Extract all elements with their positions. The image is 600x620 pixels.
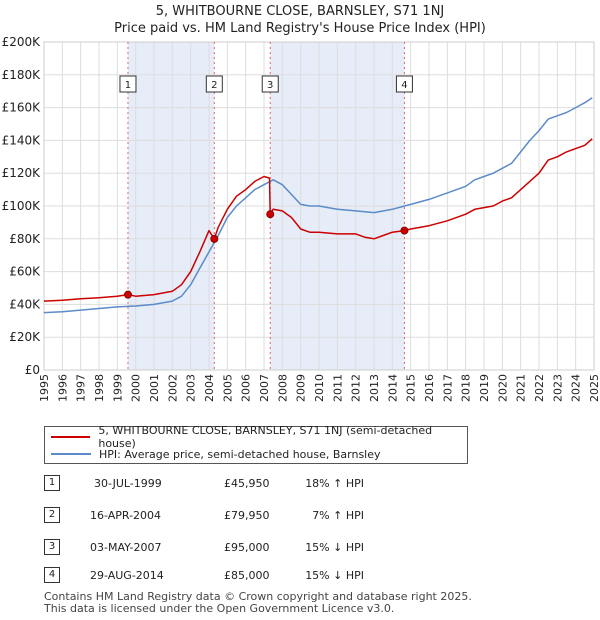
legend-swatch-property bbox=[51, 436, 91, 438]
x-tick-label: 2021 bbox=[515, 374, 528, 402]
sale-point bbox=[123, 290, 132, 299]
x-tick-label: 2005 bbox=[221, 374, 234, 402]
y-tick-label: £100K bbox=[2, 199, 42, 213]
transaction-number: 1 bbox=[44, 475, 60, 491]
y-tick-label: £40K bbox=[9, 297, 41, 311]
sale-marker-box bbox=[395, 75, 413, 93]
x-tick-label: 2019 bbox=[478, 374, 491, 402]
sale-marker-box bbox=[119, 75, 137, 93]
x-tick-label: 2003 bbox=[185, 374, 198, 402]
legend-item-property: 5, WHITBOURNE CLOSE, BARNSLEY, S71 1NJ (… bbox=[51, 424, 467, 450]
chart-legend: 5, WHITBOURNE CLOSE, BARNSLEY, S71 1NJ (… bbox=[44, 424, 468, 464]
transaction-price: £45,950 bbox=[224, 477, 270, 490]
x-tick-label: 2014 bbox=[386, 374, 399, 402]
y-tick-label: £160K bbox=[2, 101, 42, 115]
x-tick-label: 2007 bbox=[258, 374, 271, 402]
x-tick-label: 2017 bbox=[441, 374, 454, 402]
x-tick-label: 2006 bbox=[240, 374, 253, 402]
sale-marker-label: 4 bbox=[401, 80, 407, 91]
x-tick-label: 2008 bbox=[276, 374, 289, 402]
transaction-row-3: 3 03-MAY-2007 £95,000 15% ↓ HPI bbox=[44, 539, 464, 559]
transaction-date: 16-APR-2004 bbox=[90, 509, 162, 522]
x-tick-label: 1996 bbox=[56, 374, 69, 402]
series-line-property bbox=[43, 138, 593, 302]
footer-copyright: Contains HM Land Registry data © Crown c… bbox=[44, 590, 472, 603]
transaction-number: 4 bbox=[44, 567, 60, 583]
transaction-row-2: 2 16-APR-2004 £79,950 7% ↑ HPI bbox=[44, 507, 464, 527]
transaction-number: 3 bbox=[44, 539, 60, 555]
x-tick-label: 2015 bbox=[405, 374, 418, 402]
x-tick-label: 2024 bbox=[570, 374, 583, 402]
sale-point bbox=[210, 234, 219, 243]
x-tick-label: 1997 bbox=[75, 374, 88, 402]
y-tick-label: £180K bbox=[2, 68, 42, 82]
plot-border bbox=[43, 41, 595, 371]
y-tick-label: £20K bbox=[9, 330, 41, 344]
sale-marker-label: 2 bbox=[211, 80, 217, 91]
legend-item-hpi: HPI: Average price, semi-detached house,… bbox=[51, 446, 381, 462]
transaction-row-4: 4 29-AUG-2014 £85,000 15% ↓ HPI bbox=[44, 567, 464, 587]
transaction-price: £95,000 bbox=[224, 541, 270, 554]
x-tick-label: 1998 bbox=[93, 374, 106, 402]
price-chart: £0 £20K £40K £60K £80K £100K £120K £140K £160K £1… bbox=[2, 35, 600, 402]
y-tick-label: £200K bbox=[2, 35, 42, 49]
sale-point bbox=[400, 226, 409, 235]
x-tick-label: 2023 bbox=[551, 374, 564, 402]
y-tick-label: £80K bbox=[9, 232, 41, 246]
x-tick-label: 2000 bbox=[130, 374, 143, 402]
sale-marker-label: 1 bbox=[125, 80, 131, 91]
legend-label-property: 5, WHITBOURNE CLOSE, BARNSLEY, S71 1NJ (… bbox=[98, 424, 433, 450]
transaction-date: 03-MAY-2007 bbox=[90, 541, 162, 554]
transaction-hpi: 18% ↑ HPI bbox=[305, 477, 364, 490]
transaction-hpi: 7% ↑ HPI bbox=[312, 509, 364, 522]
x-tick-label: 2018 bbox=[460, 374, 473, 402]
x-tick-label: 2001 bbox=[148, 374, 161, 402]
transaction-price: £85,000 bbox=[224, 569, 270, 582]
x-tick-label: 2011 bbox=[331, 374, 344, 402]
transaction-hpi: 15% ↓ HPI bbox=[305, 569, 364, 582]
y-tick-label: £0 bbox=[25, 363, 40, 377]
sale-marker-label: 3 bbox=[267, 80, 273, 91]
x-tick-label: 2004 bbox=[203, 374, 216, 402]
x-tick-label: 2002 bbox=[166, 374, 179, 402]
x-tick-label: 2010 bbox=[313, 374, 326, 402]
transaction-row-1: 1 30-JUL-1999 £45,950 18% ↑ HPI bbox=[44, 475, 464, 495]
sale-point bbox=[266, 210, 275, 219]
chart-title-line2: Price paid vs. HM Land Registry's House … bbox=[114, 21, 486, 36]
x-tick-label: 2013 bbox=[368, 374, 381, 402]
transaction-number: 2 bbox=[44, 507, 60, 523]
x-tick-label: 2025 bbox=[588, 374, 600, 402]
x-tick-label: 2009 bbox=[295, 374, 308, 402]
legend-label-hpi: HPI: Average price, semi-detached house,… bbox=[99, 447, 381, 461]
series-line-hpi bbox=[43, 97, 593, 314]
x-tick-label: 1995 bbox=[38, 374, 51, 402]
y-tick-label: £140K bbox=[2, 133, 42, 147]
transaction-date: 30-JUL-1999 bbox=[94, 477, 162, 490]
x-tick-label: 2020 bbox=[496, 374, 509, 402]
x-tick-label: 1999 bbox=[111, 374, 124, 402]
transaction-price: £79,950 bbox=[224, 509, 270, 522]
x-tick-label: 2016 bbox=[423, 374, 436, 402]
sale-marker-box bbox=[261, 75, 279, 93]
legend-swatch-hpi bbox=[51, 453, 91, 455]
transaction-hpi: 15% ↓ HPI bbox=[305, 541, 364, 554]
footer-licence: This data is licensed under the Open Gov… bbox=[44, 602, 395, 615]
y-tick-label: £60K bbox=[9, 265, 41, 279]
transaction-date: 29-AUG-2014 bbox=[90, 569, 164, 582]
x-tick-label: 2022 bbox=[533, 374, 546, 402]
chart-title-line1: 5, WHITBOURNE CLOSE, BARNSLEY, S71 1NJ bbox=[155, 4, 445, 19]
x-tick-label: 2012 bbox=[350, 374, 363, 402]
sale-marker-box bbox=[205, 75, 223, 93]
y-tick-label: £120K bbox=[2, 166, 42, 180]
